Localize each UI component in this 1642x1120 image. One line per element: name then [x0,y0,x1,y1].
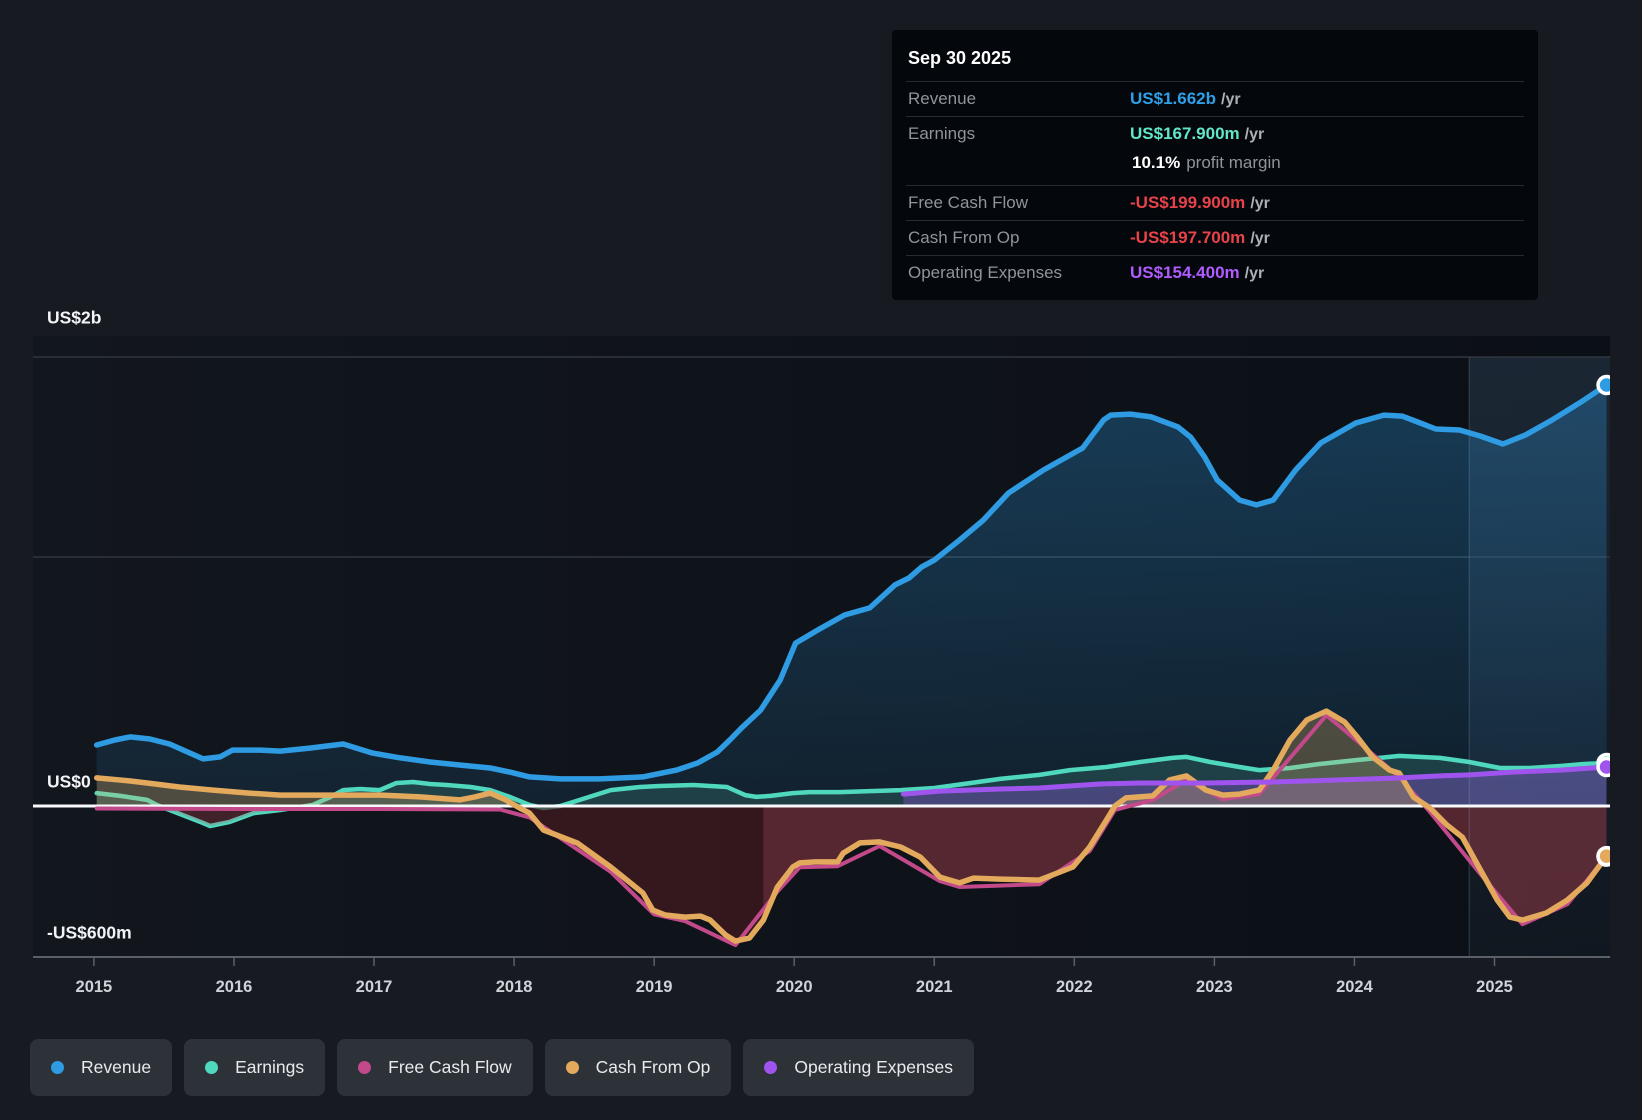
legend-label: Revenue [81,1057,152,1077]
legend-label: Cash From Op [595,1057,711,1077]
y-axis-label-neg600m: -US$600m [47,922,132,943]
tooltip-row-fcf: Free Cash Flow -US$199.900m/yr [906,185,1524,220]
x-axis-label-2018: 2018 [495,978,533,996]
tooltip-row-revenue: Revenue US$1.662b/yr [906,81,1524,116]
legend-dot-icon [205,1061,219,1074]
x-axis-label-2019: 2019 [635,978,673,996]
legend-label: Operating Expenses [794,1057,953,1077]
x-axis-label-2023: 2023 [1196,978,1233,996]
y-axis-label-2b: US$2b [47,307,102,328]
tooltip-profit-margin: 10.1% profit margin [1132,153,1281,172]
tooltip-row-opex: Operating Expenses US$154.400m/yr [906,255,1524,290]
tooltip-row-earnings: Earnings US$167.900m/yr [906,116,1524,151]
x-axis-label-2025: 2025 [1476,978,1513,996]
legend-dot-icon [764,1061,778,1074]
legend-dot-icon [565,1061,579,1074]
x-axis-label-2015: 2015 [75,978,113,996]
legend-item-free-cash-flow[interactable]: Free Cash Flow [337,1039,533,1096]
x-axis-label-2017: 2017 [355,978,393,996]
x-axis-label-2021: 2021 [915,978,953,996]
x-axis-label-2020: 2020 [775,978,813,996]
x-axis-label-2024: 2024 [1336,978,1373,996]
chart-legend: Revenue Earnings Free Cash Flow Cash From O… [30,1039,974,1096]
legend-label: Free Cash Flow [388,1057,512,1077]
data-tooltip: Sep 30 2025 Revenue US$1.662b/yr Earning… [892,30,1538,300]
x-axis-label-2016: 2016 [215,978,253,996]
legend-item-operating-expenses[interactable]: Operating Expenses [743,1039,974,1096]
tooltip-row-cashop: Cash From Op -US$197.700m/yr [906,220,1524,255]
tooltip-date: Sep 30 2025 [908,48,1012,68]
legend-dot-icon [51,1061,64,1074]
x-axis-label-2022: 2022 [1055,978,1093,996]
legend-item-earnings[interactable]: Earnings [184,1039,326,1096]
legend-label: Earnings [235,1057,305,1077]
legend-dot-icon [358,1061,372,1074]
legend-item-revenue[interactable]: Revenue [30,1039,173,1096]
y-axis-label-0: US$0 [47,771,91,792]
legend-item-cash-from-op[interactable]: Cash From Op [544,1039,732,1096]
